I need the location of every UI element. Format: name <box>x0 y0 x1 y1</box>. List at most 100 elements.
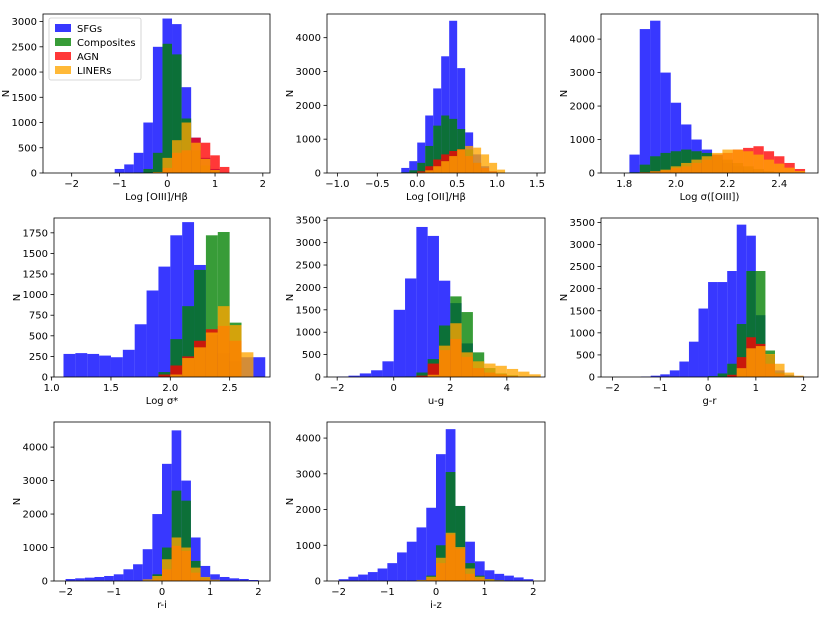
bar-sfgs-3 <box>425 115 434 173</box>
bar-sfgs-15 <box>210 574 220 581</box>
bar-liners-10 <box>732 149 744 173</box>
bar-sfgs-7 <box>146 290 159 377</box>
panel-g_r: −2 −1 0 1 2 0 500 1000 1500 2000 2500 3000 3500 g-r N <box>559 217 819 407</box>
legend-swatch-sfgs <box>55 24 71 32</box>
y-tick-label: 4000 <box>570 35 595 46</box>
y-tick-label: 2000 <box>570 102 595 113</box>
bar-sfgs-3 <box>94 576 105 581</box>
bar-sfgs-1 <box>409 161 418 173</box>
bar-sfgs-9 <box>170 235 183 377</box>
bar-sfgs-16 <box>253 357 266 377</box>
x-tick-label: 4 <box>504 383 510 394</box>
bar-sfgs-13 <box>190 537 201 581</box>
bar-sfgs-6 <box>449 20 458 173</box>
y-tick-label: 0 <box>315 373 321 384</box>
y-axis-label: N <box>285 498 296 505</box>
bar-sfgs-3 <box>367 572 378 581</box>
bar-liners-7 <box>457 149 466 173</box>
bar-composites-11 <box>461 312 473 377</box>
bar-liners-12 <box>497 169 506 173</box>
bar-composites-5 <box>162 43 173 173</box>
bar-liners-14 <box>229 325 242 377</box>
bar-sfgs-0 <box>629 154 640 173</box>
bar-sfgs-4 <box>650 375 661 377</box>
bar-agn-9 <box>170 365 183 377</box>
bar-composites-3 <box>143 168 153 173</box>
bar-sfgs-0 <box>401 167 410 173</box>
bar-liners-16 <box>765 354 775 377</box>
bar-composites-12 <box>727 363 737 377</box>
bar-liners-9 <box>722 149 733 173</box>
bar-liners-15 <box>210 579 220 581</box>
series-liners <box>427 323 541 377</box>
x-tick-label: 1 <box>481 587 487 598</box>
bar-sfgs-10 <box>436 454 446 581</box>
bar-sfgs-5 <box>113 574 124 581</box>
y-tick-label: 500 <box>576 350 595 361</box>
bar-liners-12 <box>472 361 485 377</box>
y-tick-label: 0 <box>42 373 48 384</box>
x-tick-label: −1 <box>112 179 127 190</box>
legend-label-composites: Composites <box>77 38 136 49</box>
bar-liners-4 <box>152 171 163 173</box>
bar-liners-5 <box>162 157 173 173</box>
bar-sfgs-8 <box>688 341 699 377</box>
panel-oiii_hb: −2 −1 0 1 2 0 500 1000 1500 2000 2500 3000 Log [OIII… <box>1 13 271 203</box>
bar-liners-5 <box>441 161 450 173</box>
y-tick-label: 3500 <box>570 218 595 229</box>
bar-liners-13 <box>736 368 747 377</box>
x-tick-label: −0.5 <box>365 179 389 190</box>
x-tick-label: −1.0 <box>325 179 349 190</box>
bar-liners-9 <box>152 575 162 581</box>
y-tick-label: 500 <box>18 143 37 154</box>
bar-sfgs-4 <box>104 575 114 581</box>
bar-sfgs-2 <box>650 20 661 173</box>
bar-composites-4 <box>670 151 682 173</box>
y-tick-label: 4000 <box>23 443 48 454</box>
x-tick-label: 0 <box>705 383 711 394</box>
bar-liners-8 <box>191 142 201 173</box>
bar-composites-15 <box>755 271 766 377</box>
y-tick-label: 4000 <box>296 434 321 445</box>
bar-liners-11 <box>194 347 206 377</box>
bar-composites-12 <box>455 505 466 581</box>
series-sfgs <box>337 226 519 377</box>
bar-sfgs-2 <box>358 574 368 581</box>
bar-agn-10 <box>210 155 220 173</box>
bar-sfgs-1 <box>75 578 85 581</box>
y-axis-label: N <box>285 294 296 301</box>
bar-sfgs-0 <box>63 353 76 377</box>
y-tick-label: 1000 <box>12 118 37 129</box>
bar-sfgs-5 <box>681 124 692 173</box>
x-tick-label: −1 <box>380 587 395 598</box>
bar-liners-15 <box>241 352 254 377</box>
bar-agn-8 <box>427 363 439 377</box>
bar-composites-4 <box>152 152 163 173</box>
bar-liners-15 <box>506 368 519 377</box>
x-axis-label: i-z <box>430 600 442 611</box>
bar-sfgs-19 <box>248 580 259 581</box>
bar-sfgs-7 <box>416 226 428 377</box>
bar-liners-10 <box>450 323 462 377</box>
y-tick-label: 1000 <box>296 328 321 339</box>
bar-sfgs-5 <box>387 563 398 581</box>
bar-sfgs-12 <box>727 271 737 377</box>
bar-composites-11 <box>171 490 182 581</box>
bar-composites-11 <box>445 472 456 581</box>
bar-liners-15 <box>784 167 795 173</box>
bar-sfgs-10 <box>182 222 195 377</box>
bar-sfgs-6 <box>123 569 134 581</box>
bar-sfgs-2 <box>84 577 95 581</box>
y-tick-label: 0 <box>589 169 595 180</box>
bar-sfgs-7 <box>406 541 417 581</box>
panel-u_g: −2 0 2 4 0 500 1000 1500 2000 2500 3000 3500 u-g N <box>285 216 546 407</box>
bar-sfgs-1 <box>124 164 134 173</box>
bar-liners-9 <box>473 147 482 173</box>
bar-sfgs-5 <box>660 374 670 377</box>
bar-sfgs-1 <box>639 29 651 174</box>
bar-agn-13 <box>736 357 747 378</box>
bar-liners-12 <box>455 547 466 581</box>
bar-sfgs-3 <box>143 122 153 173</box>
x-tick-label: 2 <box>447 383 453 394</box>
